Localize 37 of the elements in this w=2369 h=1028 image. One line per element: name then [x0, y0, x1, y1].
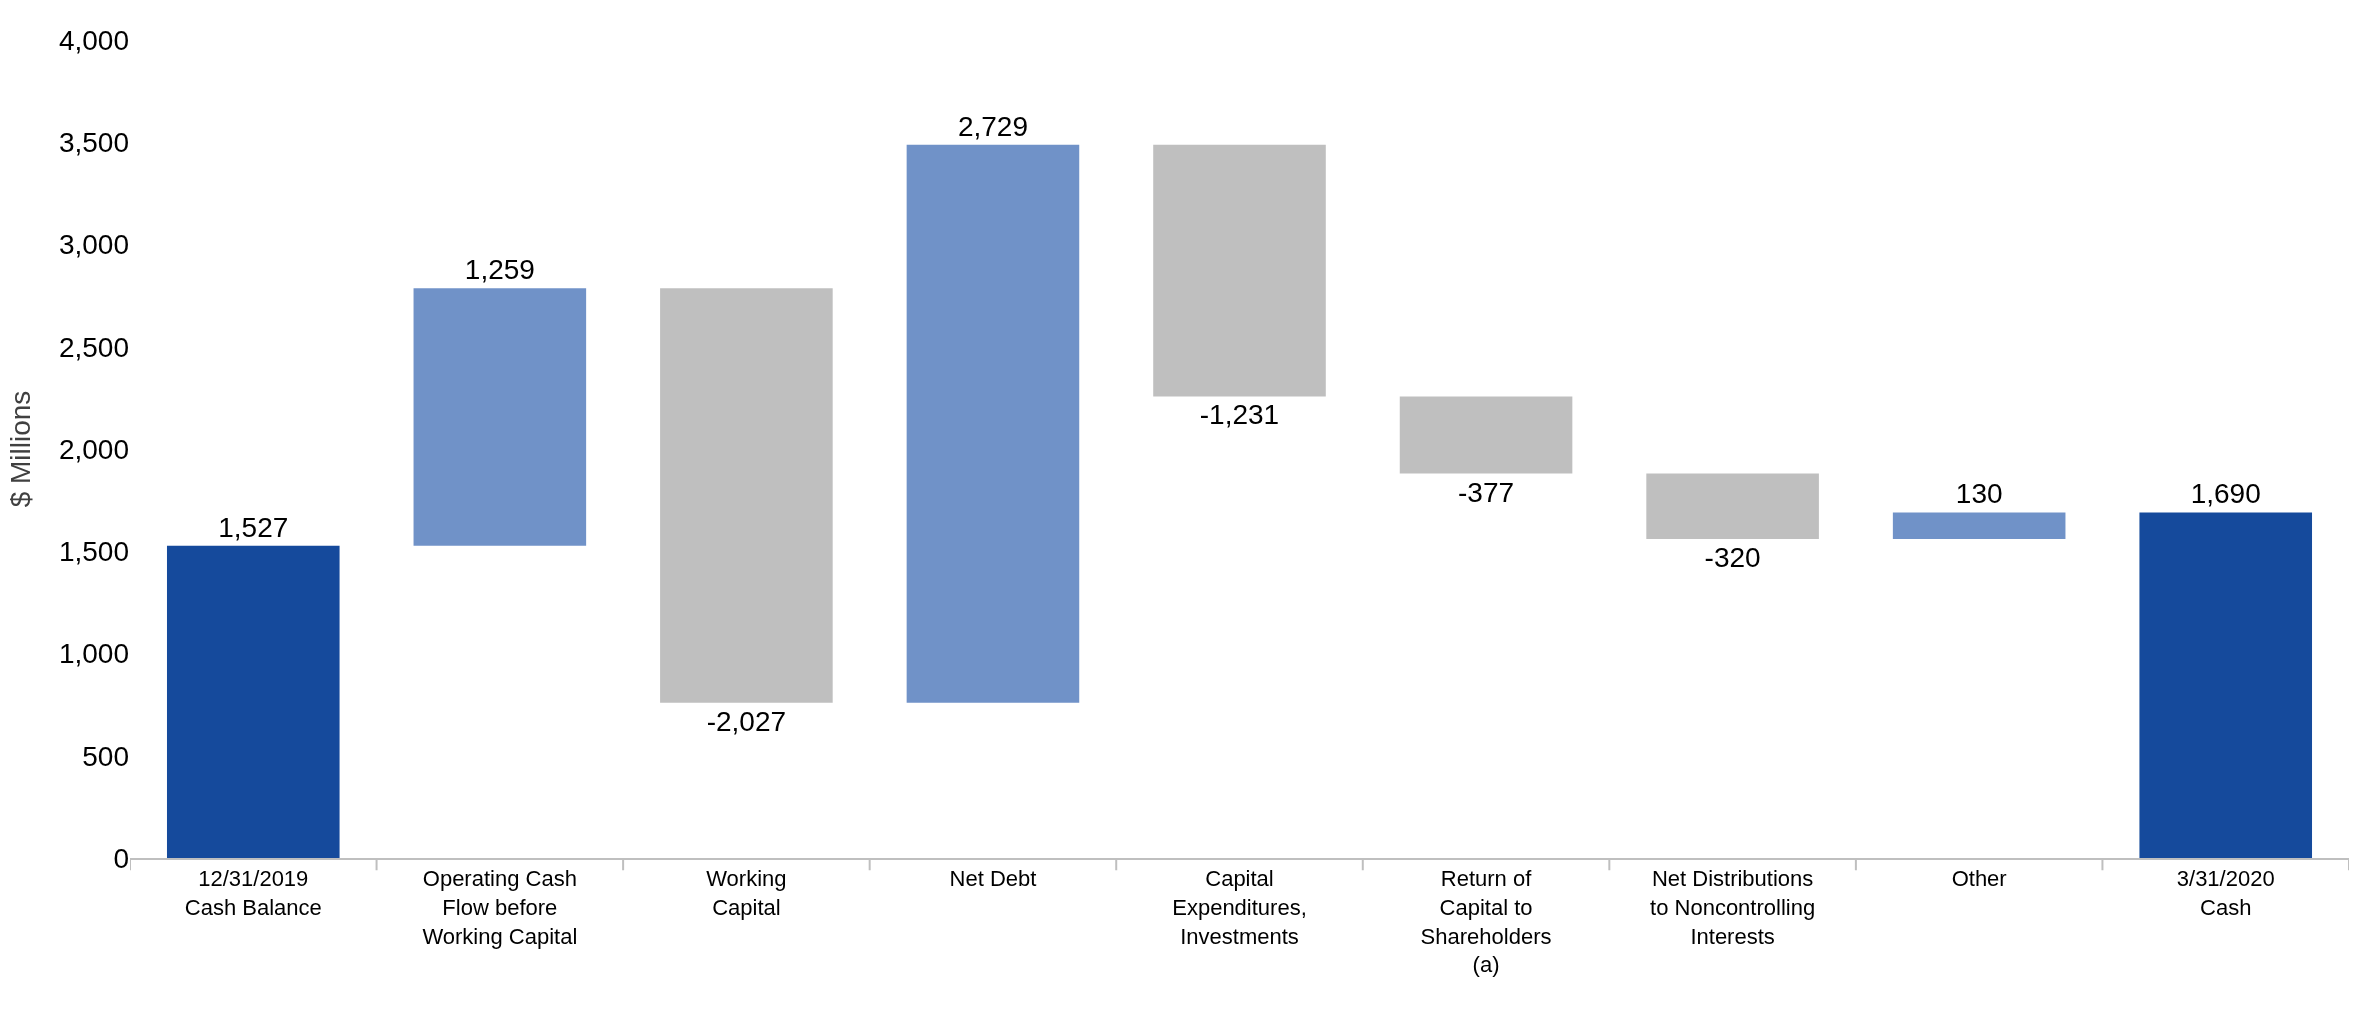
bar	[2139, 512, 2313, 858]
data-label: 1,259	[464, 254, 535, 286]
x-tick-label: Working Capital	[706, 866, 787, 920]
x-tick-label: 12/31/2019 Cash Balance	[184, 866, 322, 920]
bar	[1646, 473, 1819, 539]
y-tick-label: 4,000	[58, 24, 129, 56]
y-tick-label: 500	[82, 740, 129, 772]
x-tick-label: Return of Capital to Shareholders (a)	[1420, 866, 1552, 978]
bar	[1399, 396, 1573, 474]
bar	[413, 288, 587, 546]
y-tick-label: 3,000	[58, 229, 129, 261]
x-tick-label: Net Distributions to Noncontrolling Interests	[1650, 866, 1816, 949]
y-tick-label: 2,500	[58, 331, 129, 363]
data-label: -377	[1458, 476, 1515, 508]
x-tick-label: 3/31/2020 Cash	[2176, 866, 2275, 920]
data-label: -1,231	[1199, 399, 1280, 431]
data-label: 130	[1955, 478, 2003, 510]
y-axis-title: $ Millions	[4, 390, 36, 508]
x-tick-label: Capital Expenditures, Investments	[1172, 866, 1307, 949]
y-tick-label: 3,500	[58, 127, 129, 159]
bar	[166, 545, 340, 858]
bar	[1892, 512, 2066, 539]
x-tick-label: Operating Cash Flow before Working Capital	[422, 866, 578, 949]
bar	[906, 144, 1080, 703]
data-label: -320	[1704, 541, 1761, 573]
y-tick-label: 0	[113, 842, 129, 874]
bar	[1153, 144, 1326, 397]
data-label: -2,027	[706, 705, 787, 737]
y-tick-label: 1,000	[58, 638, 129, 670]
y-tick-label: 1,500	[58, 536, 129, 568]
data-label: 1,690	[2190, 478, 2261, 510]
x-tick-label: Net Debt	[949, 866, 1037, 892]
data-label: 1,527	[218, 511, 289, 543]
data-label: 2,729	[957, 110, 1028, 142]
x-tick-label: Other	[1951, 866, 2007, 892]
y-tick-label: 2,000	[58, 433, 129, 465]
bar	[660, 288, 833, 703]
